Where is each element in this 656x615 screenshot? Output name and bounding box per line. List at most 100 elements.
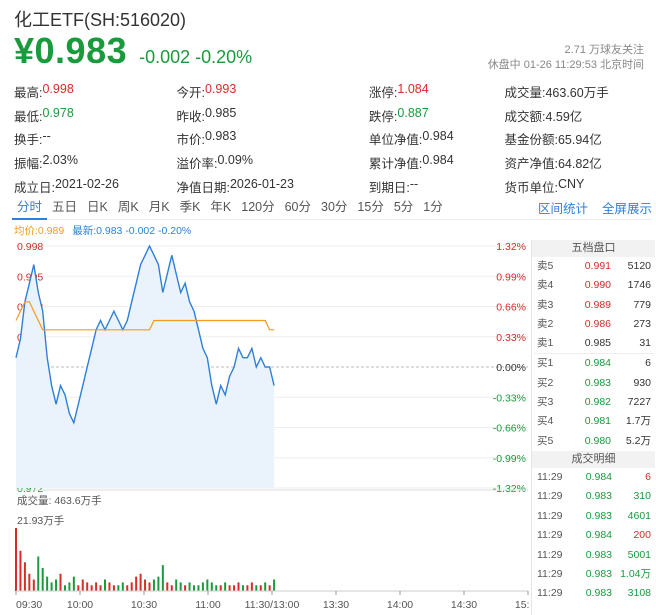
bid-price: 0.982 bbox=[584, 396, 611, 409]
stat-value: 1.084 bbox=[397, 82, 429, 97]
tab-5[interactable]: 月K bbox=[148, 199, 170, 214]
latest-price-label: 最新:0.983 -0.002 -0.20% bbox=[72, 225, 192, 237]
ask-volume: 31 bbox=[639, 337, 651, 350]
stat-label: 到期日: bbox=[368, 180, 410, 195]
volume-bar bbox=[32, 579, 35, 591]
ask-volume: 779 bbox=[633, 298, 651, 311]
volume-bar bbox=[161, 565, 164, 591]
stat-value: 0.09% bbox=[217, 153, 253, 168]
volume-bar bbox=[255, 585, 258, 591]
current-price: ¥0.983 bbox=[14, 30, 128, 71]
volume-bar bbox=[224, 582, 227, 591]
ask-row: 卖5 0.991 5120 bbox=[532, 257, 655, 276]
x-tick-label: 14:30 bbox=[451, 599, 477, 611]
bid-price: 0.981 bbox=[584, 415, 611, 428]
stat-cell: 市价: 0.983 bbox=[177, 129, 369, 148]
trade-volume: 1.04万 bbox=[620, 567, 651, 580]
bid-row: 买5 0.980 5.2万 bbox=[532, 432, 655, 451]
tab-2[interactable]: 五日 bbox=[52, 199, 78, 214]
ask-row: 卖4 0.990 1746 bbox=[532, 276, 655, 295]
trade-row: 11:29 0.983 310 bbox=[532, 487, 655, 506]
stat-cell: 溢价率: 0.09% bbox=[177, 153, 369, 172]
volume-bar bbox=[233, 585, 236, 591]
stat-value: -- bbox=[42, 129, 51, 144]
stat-label: 资产净值: bbox=[504, 157, 558, 172]
volume-bar bbox=[50, 582, 53, 591]
volume-bar bbox=[157, 576, 160, 591]
ask-volume: 5120 bbox=[627, 260, 651, 272]
volume-bar bbox=[188, 582, 191, 591]
volume-bar bbox=[19, 550, 22, 591]
trade-row: 11:29 0.983 3108 bbox=[532, 584, 655, 603]
stat-row: 换手: -- 市价: 0.983 单位净值: 0.984 基金份额: 65.94亿 bbox=[14, 127, 654, 151]
stat-cell: 跌停: 0.887 bbox=[369, 106, 505, 125]
bid-row: 买2 0.983 930 bbox=[532, 374, 655, 393]
volume-bar bbox=[77, 585, 80, 591]
x-tick-label: 14:00 bbox=[387, 599, 413, 611]
stat-value: 0.983 bbox=[204, 129, 237, 144]
tab-3[interactable]: 日K bbox=[87, 199, 108, 214]
tab-10[interactable]: 30分 bbox=[321, 199, 348, 214]
fullscreen-link[interactable]: 全屏展示 bbox=[601, 202, 652, 216]
volume-bar bbox=[90, 585, 93, 591]
bid-row: 买3 0.982 7227 bbox=[532, 393, 655, 412]
quote-stats: 最高: 0.998 今开: 0.993 涨停: 1.084 成交量: 463.60万手 最低: 0… bbox=[14, 80, 654, 198]
ask-volume: 273 bbox=[633, 317, 651, 330]
ask-label: 卖5 bbox=[537, 260, 554, 272]
stat-label: 市价: bbox=[176, 133, 205, 148]
tab-9[interactable]: 60分 bbox=[284, 199, 312, 214]
tab-11[interactable]: 15分 bbox=[357, 199, 384, 214]
y-tick-label-right: 0.33% bbox=[496, 332, 526, 344]
tab-13[interactable]: 1分 bbox=[423, 199, 443, 214]
ask-price: 0.985 bbox=[584, 337, 611, 350]
stat-value: 0.993 bbox=[204, 82, 237, 97]
volume-bar bbox=[139, 573, 142, 591]
volume-bar bbox=[37, 556, 40, 591]
trade-volume: 4601 bbox=[627, 509, 651, 522]
y-tick-label-right: -1.32% bbox=[493, 483, 526, 495]
stat-value: 0.998 bbox=[42, 82, 74, 97]
stat-label: 成立日: bbox=[14, 180, 55, 195]
stat-label: 涨停: bbox=[368, 86, 398, 101]
stat-value: -- bbox=[409, 176, 419, 191]
bid-label: 买4 bbox=[537, 415, 554, 428]
trade-row: 11:29 0.984 200 bbox=[532, 526, 655, 545]
stat-label: 累计净值: bbox=[368, 157, 423, 172]
range-stats-link[interactable]: 区间统计 bbox=[537, 202, 588, 216]
price-area bbox=[16, 246, 275, 488]
x-tick-label: 11:30/13:00 bbox=[245, 599, 300, 611]
volume-bar bbox=[259, 585, 262, 591]
tab-8[interactable]: 120分 bbox=[241, 199, 275, 214]
volume-bar bbox=[250, 582, 253, 591]
stat-label: 单位净值: bbox=[368, 133, 423, 148]
stat-value: 463.60万手 bbox=[545, 86, 609, 101]
y-tick-label-left: 0.998 bbox=[17, 241, 43, 253]
ask-price: 0.989 bbox=[584, 298, 611, 311]
stat-label: 昨收: bbox=[176, 109, 205, 124]
followers-count[interactable]: 2.71 万球友关注 bbox=[564, 44, 644, 56]
tab-6[interactable]: 季K bbox=[179, 199, 201, 214]
stat-label: 成交额: bbox=[504, 109, 546, 124]
stat-value: 0.985 bbox=[204, 105, 237, 120]
tab-12[interactable]: 5分 bbox=[393, 199, 414, 214]
bid-row: 买1 0.984 6 bbox=[532, 354, 655, 373]
ask-price: 0.990 bbox=[584, 279, 611, 292]
trade-price: 0.983 bbox=[585, 548, 612, 561]
price-change: -0.002 -0.20% bbox=[139, 47, 253, 67]
bid-price: 0.980 bbox=[584, 434, 611, 447]
stat-cell: 成立日: 2021-02-26 bbox=[14, 177, 177, 196]
stat-value: 4.59亿 bbox=[545, 109, 583, 124]
avg-price-line bbox=[15, 301, 275, 331]
tab-4[interactable]: 周K bbox=[117, 199, 139, 214]
trade-row: 11:29 0.983 5001 bbox=[532, 546, 655, 565]
stat-value: 2026-01-23 bbox=[229, 176, 294, 191]
stat-value: 2.03% bbox=[42, 153, 78, 168]
intraday-chart[interactable]: 0.9981.32%0.9950.99%0.9920.66%0.9880.33%… bbox=[0, 238, 530, 613]
y-tick-label-right: 0.00% bbox=[496, 362, 526, 374]
tab-7[interactable]: 年K bbox=[210, 199, 232, 214]
stat-label: 最高: bbox=[14, 86, 43, 101]
tab-1[interactable]: 分时 bbox=[12, 196, 48, 220]
stat-cell: 到期日: -- bbox=[369, 177, 505, 196]
tab-actions: 区间统计 全屏展示 bbox=[524, 198, 652, 217]
volume-bar bbox=[23, 562, 26, 591]
